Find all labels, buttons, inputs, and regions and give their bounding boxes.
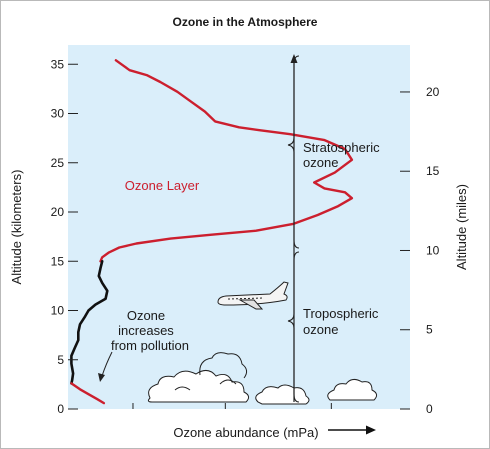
left-tick-label: 0 [57, 402, 64, 416]
tropospheric-label-line-1: Tropospheric [303, 306, 379, 321]
right-tick-label: 0 [426, 402, 433, 416]
series-line-0 [99, 59, 354, 263]
y-axis-label: Altitude (kilometers) [9, 170, 24, 285]
ozone-layer-label: Ozone Layer [125, 178, 200, 193]
left-tick-label: 35 [51, 57, 65, 71]
right-tick-label: 15 [426, 164, 440, 178]
pollution-label-line-2: increases [118, 323, 174, 338]
pollution-pointer-head [98, 373, 105, 382]
altitude-arrow-head [290, 54, 298, 63]
series-line-2 [70, 382, 106, 405]
stratospheric-label-line-1: Stratospheric [303, 140, 380, 155]
airplane-icon [217, 281, 289, 310]
tropospheric-brace [287, 251, 300, 403]
x-axis-label: Ozone abundance (mPa) [173, 425, 318, 440]
left-tick-label: 5 [57, 353, 64, 367]
stratospheric-label-line-2: ozone [303, 155, 338, 170]
series-layer [70, 59, 354, 405]
x-axis-ticks [132, 403, 332, 409]
cloud-icon [255, 384, 310, 405]
cloud-icon [147, 352, 250, 403]
stratospheric-brace [287, 55, 300, 249]
series-line-1 [70, 259, 109, 385]
right-tick-label: 5 [426, 323, 433, 337]
left-tick-label: 10 [51, 304, 65, 318]
y2-axis-label: Altitude (miles) [454, 184, 469, 270]
left-axis-ticks: 0 5 10 15 20 25 30 35 [51, 57, 78, 416]
chart-title: Ozone in the Atmosphere [173, 15, 318, 29]
plot-background [68, 45, 410, 409]
right-tick-label: 10 [426, 243, 440, 257]
left-tick-label: 30 [51, 107, 65, 121]
abundance-arrow-head [366, 425, 376, 435]
right-tick-label: 20 [426, 85, 440, 99]
pollution-pointer-line [101, 351, 113, 377]
pollution-label-line-1: Ozone [127, 308, 165, 323]
right-axis-ticks: 0 5 10 15 20 [400, 85, 440, 416]
pollution-label-line-3: from pollution [111, 338, 189, 353]
left-tick-label: 15 [51, 254, 65, 268]
tropospheric-label-line-2: ozone [303, 322, 338, 337]
left-tick-label: 25 [51, 156, 65, 170]
cloud-icon [327, 378, 378, 401]
left-tick-label: 20 [51, 205, 65, 219]
